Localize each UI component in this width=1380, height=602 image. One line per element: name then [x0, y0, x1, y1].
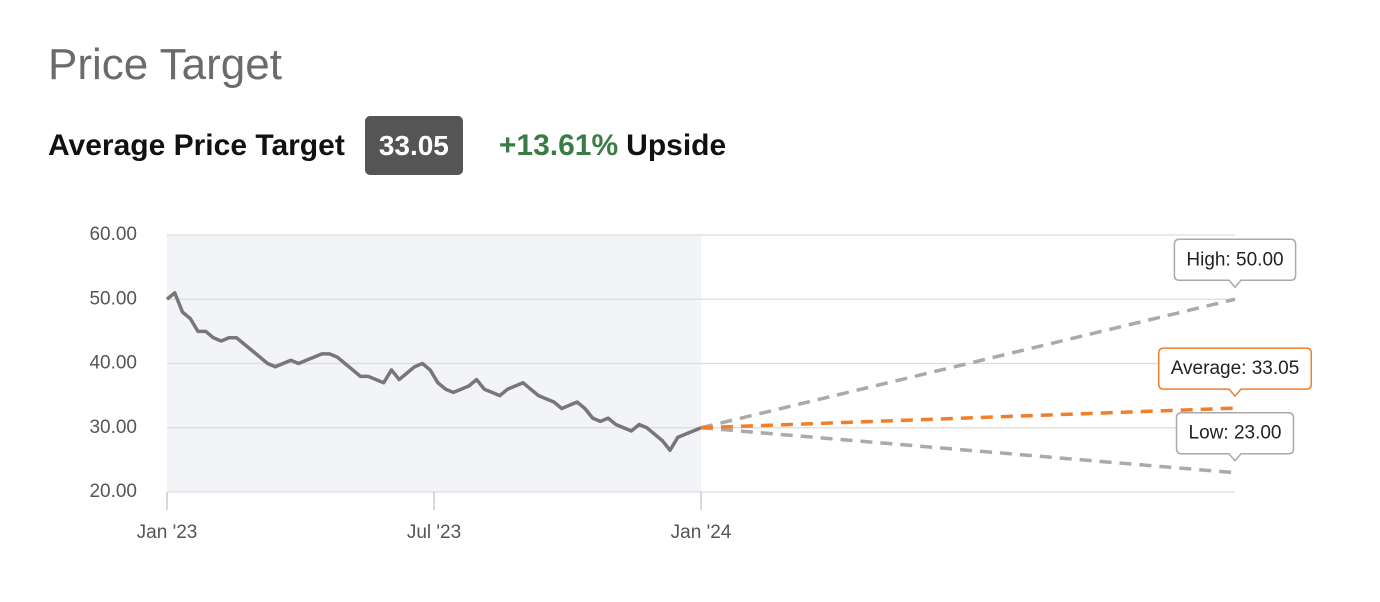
- callout-sep: :: [1223, 423, 1234, 444]
- callout-box: [1157, 347, 1313, 398]
- target-line: [700, 406, 1236, 430]
- summary-label: Average Price Target: [48, 128, 345, 162]
- x-tick-label: Jan '24: [671, 522, 732, 543]
- y-tick-label: 40.00: [89, 353, 137, 374]
- y-tick-label: 30.00: [89, 417, 137, 438]
- callout-value: 33.05: [1252, 358, 1300, 379]
- callout-label: Low: [1189, 423, 1224, 444]
- callout-label: High: [1186, 249, 1225, 270]
- callout-sep: :: [1225, 249, 1236, 270]
- y-tick-label: 50.00: [89, 288, 137, 309]
- target-callout: Average: 33.05: [1157, 347, 1313, 398]
- callout-label: Average: [1171, 358, 1241, 379]
- summary-value: 33.05: [364, 116, 463, 175]
- callout-value: 50.00: [1236, 249, 1284, 270]
- y-tick-label: 20.00: [89, 481, 137, 502]
- callout-box: [1175, 411, 1295, 462]
- upside-suffix: Upside: [626, 128, 727, 162]
- callout-box: [1173, 238, 1297, 289]
- target-line: [700, 297, 1236, 430]
- summary-row: Average Price Target 33.05 +13.61% Upsid…: [48, 116, 726, 175]
- callout-text: Low: 23.00: [1189, 423, 1282, 444]
- callout-sep: :: [1241, 358, 1252, 379]
- target-line: [700, 426, 1236, 475]
- page-title: Price Target: [48, 40, 282, 89]
- callout-text: Average: 33.05: [1171, 358, 1300, 379]
- callout-value: 23.00: [1234, 423, 1282, 444]
- callout-text: High: 50.00: [1186, 249, 1283, 270]
- price-line: [165, 291, 702, 452]
- x-tick-label: Jul '23: [407, 522, 461, 543]
- x-tick-label: Jan '23: [137, 522, 198, 543]
- y-tick-label: 60.00: [89, 224, 137, 245]
- target-callout: High: 50.00: [1173, 238, 1297, 289]
- upside-change: +13.61%: [498, 128, 619, 162]
- target-callout: Low: 23.00: [1175, 411, 1295, 462]
